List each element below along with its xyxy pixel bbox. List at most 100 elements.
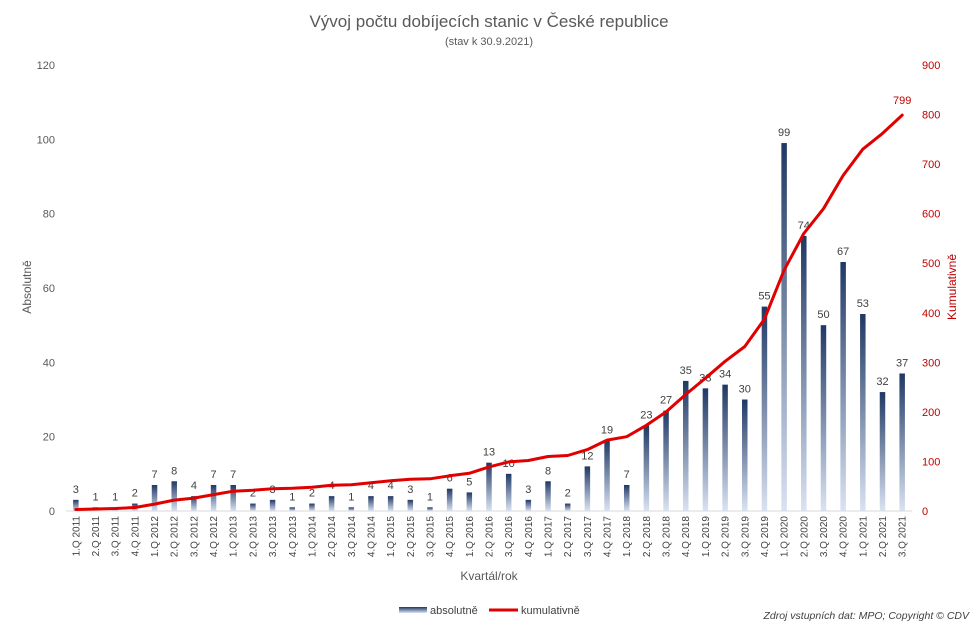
legend-line-label: kumulativně	[521, 605, 580, 617]
bar	[269, 499, 276, 511]
bar	[230, 484, 236, 511]
y-axis-left: 0 20 40 60 80 100 120	[37, 60, 55, 518]
bar-data-label: 99	[778, 127, 790, 139]
bar-data-label: 1	[92, 491, 98, 503]
x-tick-label: 2.Q 2017	[563, 516, 574, 558]
x-tick-label: 3.Q 2021	[898, 516, 909, 558]
x-tick-label: 3.Q 2015	[425, 516, 436, 558]
x-tick-label: 3.Q 2017	[583, 516, 594, 558]
bar-data-label: 23	[640, 410, 652, 422]
bar-data-label: 3	[525, 484, 531, 496]
bar	[899, 373, 905, 511]
legend: absolutně kumulativně	[399, 605, 580, 617]
bar	[309, 503, 315, 511]
x-tick-label: 1.Q 2021	[858, 516, 869, 558]
bar-data-label: 2	[309, 488, 315, 500]
x-tick-label: 2.Q 2014	[327, 516, 338, 558]
chart-title: Vývoj počtu dobíjecích stanic v České re…	[309, 12, 668, 31]
bar	[702, 388, 709, 511]
x-tick-label: 4.Q 2013	[288, 516, 299, 558]
x-tick-label: 4.Q 2020	[839, 516, 850, 558]
y2-tick-label: 900	[922, 60, 940, 72]
y-tick-label: 120	[37, 60, 55, 72]
x-tick-label: 3.Q 2013	[268, 516, 279, 558]
bar	[761, 306, 768, 511]
x-tick-label: 2.Q 2011	[91, 516, 102, 557]
x-tick-label: 2.Q 2018	[642, 516, 653, 558]
bar	[171, 481, 177, 511]
y2-tick-label: 200	[922, 407, 940, 419]
source-note: Zdroj vstupních dat: MPO; Copyright © CD…	[762, 610, 970, 622]
bar-data-label: 7	[624, 469, 630, 481]
bar-data-label: 3	[73, 484, 79, 496]
x-tick-label: 2.Q 2019	[721, 516, 732, 558]
bar	[879, 392, 886, 511]
bar	[781, 143, 787, 512]
y-tick-label: 0	[49, 506, 55, 518]
x-tick-label: 1.Q 2016	[465, 516, 476, 558]
bar-data-label: 8	[171, 465, 177, 477]
x-tick-label: 4.Q 2019	[760, 516, 771, 558]
bar-data-label: 2	[132, 488, 138, 500]
bar	[801, 235, 807, 511]
x-tick-label: 1.Q 2013	[229, 516, 240, 558]
x-tick-label: 3.Q 2012	[189, 516, 200, 558]
y-tick-label: 60	[43, 283, 55, 295]
bar	[505, 473, 512, 511]
bar	[289, 507, 296, 511]
y2-tick-label: 800	[922, 110, 940, 122]
x-tick-label: 3.Q 2016	[504, 516, 515, 558]
bar-data-label: 35	[680, 365, 692, 377]
x-tick-label: 3.Q 2020	[819, 516, 830, 558]
bar	[328, 496, 335, 511]
bar-data-label: 30	[739, 384, 751, 396]
x-tick-label: 2.Q 2016	[485, 516, 496, 558]
bar	[682, 380, 689, 511]
y2-tick-label: 500	[922, 258, 940, 270]
x-tick-label: 4.Q 2014	[366, 516, 377, 558]
bar-data-label: 27	[660, 395, 672, 407]
x-tick-label: 1.Q 2015	[386, 516, 397, 558]
bar-data-label: 6	[447, 473, 453, 485]
y2-tick-label: 700	[922, 159, 940, 171]
x-axis-categories: 1.Q 2011 2.Q 2011 3.Q 2011 4.Q 2011 1.Q 2012…	[71, 516, 908, 558]
bar-data-label: 32	[876, 376, 888, 388]
legend-bar-label: absolutně	[430, 605, 478, 617]
bar-data-label: 4	[368, 480, 374, 492]
bar-data-label: 3	[407, 484, 413, 496]
x-tick-label: 4.Q 2011	[130, 516, 141, 557]
bar	[820, 325, 827, 511]
bar	[446, 488, 453, 511]
bar	[564, 503, 571, 511]
y2-axis-title: Kumulativně	[945, 254, 959, 320]
y2-tick-label: 400	[922, 308, 940, 320]
bar-data-label: 2	[565, 488, 571, 500]
x-tick-label: 4.Q 2017	[603, 516, 614, 558]
y2-tick-label: 0	[922, 506, 928, 518]
bar	[427, 507, 433, 511]
x-tick-label: 1.Q 2020	[780, 516, 791, 558]
x-tick-label: 2.Q 2012	[170, 516, 181, 558]
bar-series	[73, 143, 905, 512]
x-tick-label: 1.Q 2012	[150, 516, 161, 558]
bar-data-label: 53	[857, 298, 869, 310]
bar	[722, 384, 728, 511]
bar-data-label: 7	[210, 469, 216, 481]
bar-data-label: 1	[289, 491, 295, 503]
x-tick-label: 1.Q 2014	[307, 516, 318, 558]
bar-data-label: 4	[388, 480, 394, 492]
y-tick-label: 20	[43, 432, 55, 444]
bar	[545, 481, 551, 511]
bar	[584, 466, 591, 511]
legend-bar-swatch	[399, 607, 427, 613]
bar-data-label: 7	[151, 469, 157, 481]
bar	[742, 399, 748, 511]
x-tick-label: 3.Q 2014	[347, 516, 358, 558]
bar	[623, 484, 630, 511]
bar	[525, 499, 532, 511]
x-tick-label: 2.Q 2015	[406, 516, 417, 558]
bar-data-label: 37	[896, 357, 908, 369]
bar	[250, 503, 256, 511]
x-tick-label: 4.Q 2018	[681, 516, 692, 558]
